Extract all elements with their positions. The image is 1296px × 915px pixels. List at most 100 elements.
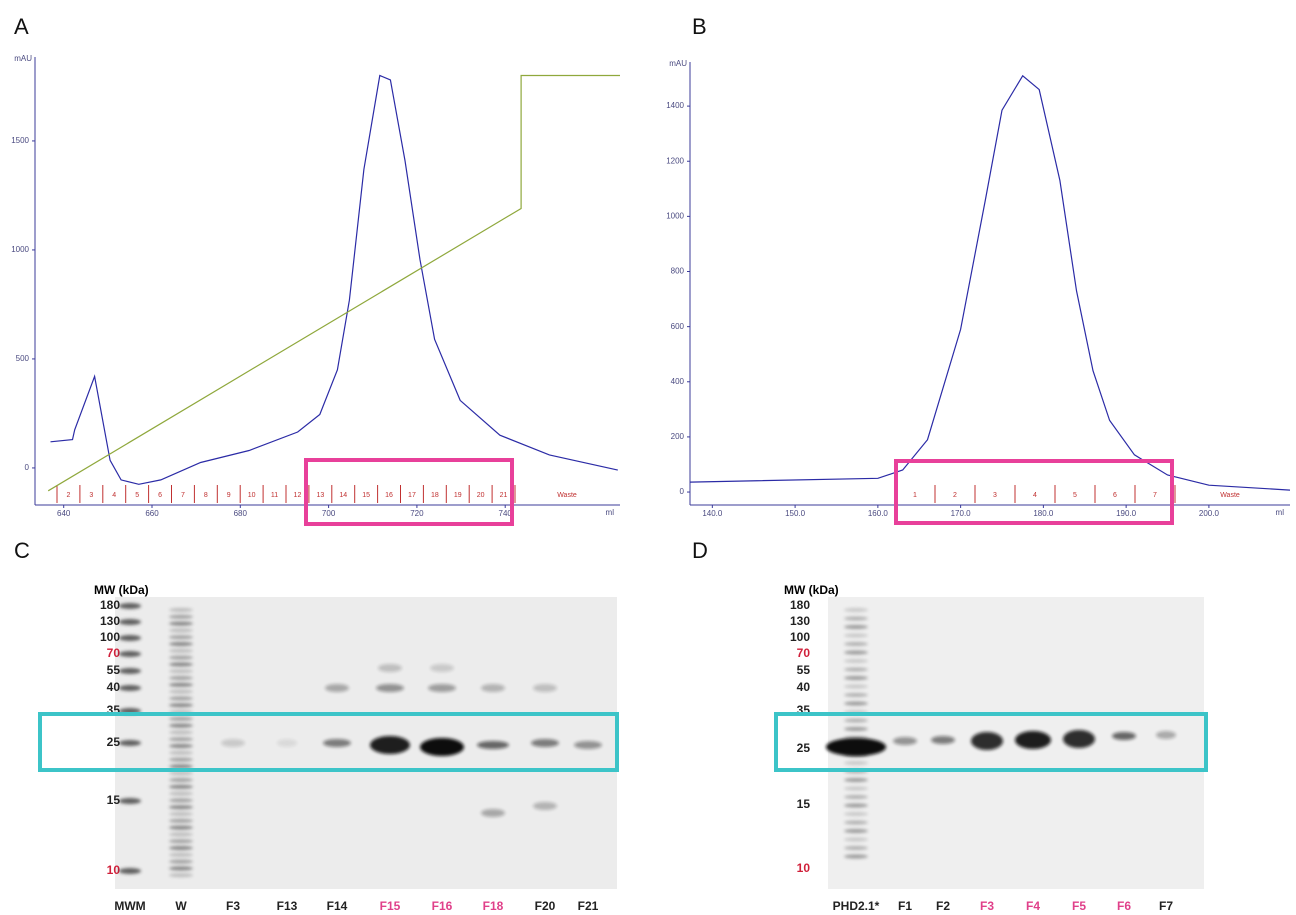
gel-band: [844, 727, 868, 731]
gel-band: [169, 791, 193, 796]
gel-band: [169, 669, 193, 674]
y-tick-label: 800: [671, 267, 685, 276]
gel-band: [169, 614, 193, 619]
panel-label: B: [692, 14, 707, 39]
fraction-label: 18: [431, 492, 439, 499]
fraction-label: 7: [181, 492, 185, 499]
y-tick-label: 1000: [11, 245, 29, 254]
gel-band: [169, 750, 193, 755]
gel-band: [533, 802, 557, 810]
trace: [689, 74, 1291, 491]
x-tick-label: 740: [499, 509, 513, 518]
lane-label: F16: [432, 899, 453, 913]
mw-label: 40: [797, 680, 811, 694]
mw-label: 130: [100, 614, 120, 628]
y-tick-label: 0: [25, 463, 30, 472]
gel-band: [169, 839, 193, 844]
fraction-label: 16: [385, 492, 393, 499]
x-tick-label: 180.0: [1033, 509, 1054, 518]
gel-band: [169, 764, 193, 769]
gel-band: [323, 739, 351, 747]
gel-band: [844, 633, 868, 638]
gel-band: [169, 689, 193, 694]
gel-band: [119, 868, 141, 874]
lane-label: F7: [1159, 899, 1173, 913]
x-axis-label: ml: [1276, 508, 1285, 517]
fraction-label: 6: [1113, 492, 1117, 499]
gel-band: [169, 696, 193, 701]
gel-band: [169, 648, 193, 653]
fraction-label: 8: [204, 492, 208, 499]
gel-band: [119, 798, 141, 804]
fraction-label: 20: [477, 492, 485, 499]
gel-band: [574, 741, 602, 749]
gel-band: [169, 655, 193, 660]
y-tick-label: 0: [680, 487, 685, 496]
fraction-label: 5: [135, 492, 139, 499]
mw-label: 40: [107, 680, 121, 694]
trace: [50, 74, 618, 485]
gel-band: [169, 866, 193, 871]
lane-label: F20: [535, 899, 556, 913]
gel-band: [477, 741, 509, 749]
highlight-box: [304, 458, 514, 526]
gel-band: [169, 682, 193, 687]
fraction-label: 1: [913, 492, 917, 499]
gel-band: [844, 778, 868, 782]
fraction-label: 3: [993, 492, 997, 499]
gel-band: [533, 684, 557, 692]
gel-band: [1156, 731, 1176, 739]
gel-band: [277, 739, 297, 747]
fraction-label: 6: [158, 492, 162, 499]
gel-band: [893, 737, 917, 745]
gel-band: [376, 684, 404, 692]
gel-band: [1015, 731, 1051, 749]
gel-band: [325, 684, 349, 692]
gel-band: [931, 736, 955, 744]
fraction-label: 13: [316, 492, 324, 499]
mw-label: 15: [797, 797, 811, 811]
gel-band: [169, 798, 193, 803]
gel-band: [971, 732, 1003, 750]
mw-label: 100: [100, 630, 120, 644]
x-tick-label: 200.0: [1199, 509, 1220, 518]
gel-band: [169, 730, 193, 735]
fraction-label: 19: [454, 492, 462, 499]
x-tick-label: 720: [410, 509, 424, 518]
gel-band: [844, 693, 868, 697]
trace: [47, 74, 620, 492]
mw-label: 55: [107, 663, 121, 677]
y-axis-label: mAU: [669, 59, 687, 68]
x-tick-label: 160.0: [868, 509, 889, 518]
panel-label: D: [692, 538, 708, 563]
lane-label: W: [175, 899, 187, 913]
gel-band: [370, 736, 410, 754]
lane-label: F15: [380, 899, 401, 913]
mw-label: 100: [790, 630, 810, 644]
gel-band: [169, 737, 193, 742]
x-tick-label: 660: [145, 509, 159, 518]
gel-band: [169, 628, 193, 633]
gel-band: [844, 761, 868, 765]
x-tick-label: 190.0: [1116, 509, 1137, 518]
fraction-label: 12: [294, 492, 302, 499]
gel-band: [844, 642, 868, 646]
gel-band: [119, 668, 141, 674]
gel-band: [844, 846, 868, 850]
fraction-label: 11: [271, 492, 278, 499]
fraction-label: 2: [66, 492, 70, 499]
y-tick-label: 1500: [11, 136, 29, 145]
gel-band: [428, 684, 456, 692]
gel-band: [430, 664, 454, 672]
mw-label: 25: [797, 741, 811, 755]
gel-image: [828, 597, 1204, 889]
gel-band: [169, 642, 193, 646]
gel-band: [844, 625, 868, 629]
x-tick-label: 640: [57, 509, 71, 518]
gel-band: [169, 825, 193, 830]
fraction-label: 10: [248, 492, 256, 499]
fraction-label: 7: [1153, 492, 1157, 499]
gel-band: [169, 608, 193, 612]
gel-band: [169, 757, 193, 762]
lane-label: MWM: [114, 899, 145, 913]
